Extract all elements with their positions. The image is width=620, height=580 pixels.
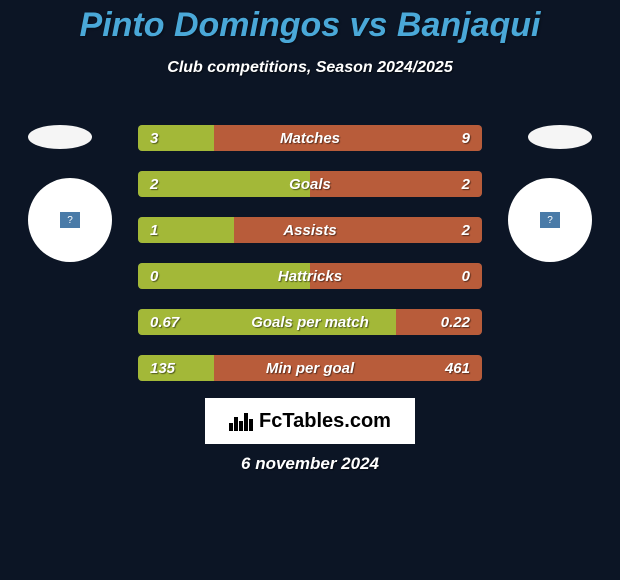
stat-label: Hattricks [138, 263, 482, 289]
stat-value-left: 0 [138, 263, 170, 289]
stat-label: Min per goal [138, 355, 482, 381]
stat-row: Assists1 2 [138, 217, 482, 243]
stat-row: Goals2 2 [138, 171, 482, 197]
brand-badge: FcTables.com [205, 398, 415, 444]
club-badge-right-inner: ? [540, 212, 560, 228]
stat-value-right: 2 [450, 217, 482, 243]
stat-value-left: 0.67 [138, 309, 191, 335]
club-badge-right: ? [508, 178, 592, 262]
stat-value-left: 3 [138, 125, 170, 151]
subtitle: Club competitions, Season 2024/2025 [0, 59, 620, 77]
page-title: Pinto Domingos vs Banjaqui [0, 0, 620, 45]
stats-container: Matches39Goals22Assists12Hattricks00Goal… [138, 125, 482, 401]
stat-row: Matches3 9 [138, 125, 482, 151]
comparison-card: Pinto Domingos vs Banjaqui Club competit… [0, 0, 620, 580]
stat-value-right: 0 [450, 263, 482, 289]
stat-value-left: 1 [138, 217, 170, 243]
stat-row: Min per goal135 461 [138, 355, 482, 381]
stat-row: Hattricks0 0 [138, 263, 482, 289]
stat-value-left: 2 [138, 171, 170, 197]
stat-value-right: 9 [450, 125, 482, 151]
club-badge-left-inner: ? [60, 212, 80, 228]
stat-value-right: 2 [450, 171, 482, 197]
stat-value-left: 135 [138, 355, 187, 381]
stat-value-right: 461 [433, 355, 482, 381]
stat-value-right: 0.22 [429, 309, 482, 335]
stat-label: Assists [138, 217, 482, 243]
flag-right [528, 125, 592, 149]
date-label: 6 november 2024 [0, 454, 620, 474]
stat-row: Goals per match0.670.22 [138, 309, 482, 335]
flag-left [28, 125, 92, 149]
stat-label: Goals [138, 171, 482, 197]
brand-text: FcTables.com [259, 410, 391, 433]
brand-icon [229, 411, 253, 431]
stat-label: Matches [138, 125, 482, 151]
club-badge-left: ? [28, 178, 112, 262]
